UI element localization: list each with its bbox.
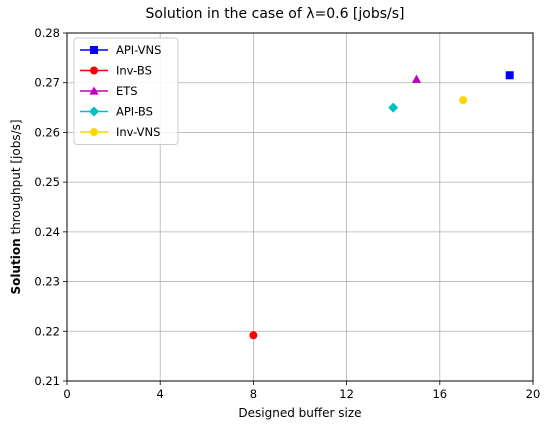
y-tick-label: 0.22 bbox=[34, 324, 60, 338]
plot-area bbox=[66, 32, 534, 382]
legend-marker-inv-bs bbox=[90, 66, 98, 75]
legend-marker-api-bs bbox=[89, 106, 99, 117]
x-tick-label: 8 bbox=[250, 387, 257, 401]
y-tick-label: 0.28 bbox=[34, 26, 60, 40]
legend-marker-ets bbox=[89, 86, 99, 95]
legend-label-api-bs: API-BS bbox=[116, 105, 153, 119]
axis-ticks: 0 4 8 12 16 20 0.21 0.22 0.23 0.24 0.25 0.26 0.27 0.2… bbox=[34, 26, 540, 401]
legend: API-VNS Inv-BS ETS API-BS Inv-VNS bbox=[73, 37, 179, 145]
y-axis-label-bold: Solution bbox=[9, 238, 23, 294]
y-axis-label: Solution throughput [jobs/s] bbox=[9, 119, 23, 294]
x-tick-label: 12 bbox=[339, 387, 354, 401]
y-tick-label: 0.23 bbox=[34, 275, 60, 289]
y-axis-label-rest: throughput [jobs/s] bbox=[9, 119, 23, 238]
y-tick-label: 0.24 bbox=[34, 225, 60, 239]
legend-box bbox=[73, 37, 179, 145]
x-tick-label: 20 bbox=[526, 387, 541, 401]
legend-label-ets: ETS bbox=[116, 84, 138, 98]
legend-marker-api-vns bbox=[90, 46, 98, 54]
chart-title: Solution in the case of λ=0.6 [jobs/s] bbox=[145, 6, 405, 22]
data-points bbox=[249, 71, 514, 340]
point-ets bbox=[411, 74, 422, 83]
y-tick-label: 0.21 bbox=[34, 374, 60, 388]
legend-label-inv-bs: Inv-BS bbox=[116, 64, 152, 78]
x-tick-label: 0 bbox=[63, 387, 70, 401]
legend-label-api-vns: API-VNS bbox=[116, 43, 161, 57]
point-api-bs bbox=[388, 102, 399, 113]
y-tick-label: 0.27 bbox=[34, 76, 60, 90]
point-inv-vns bbox=[459, 96, 468, 105]
x-tick-label: 16 bbox=[432, 387, 447, 401]
legend-marker-inv-vns bbox=[90, 128, 98, 136]
x-tick-label: 4 bbox=[157, 387, 164, 401]
y-tick-label: 0.25 bbox=[34, 175, 60, 189]
point-api-vns bbox=[505, 71, 514, 80]
point-inv-bs bbox=[249, 331, 258, 340]
y-tick-label: 0.26 bbox=[34, 125, 60, 139]
legend-label-inv-vns: Inv-VNS bbox=[116, 125, 160, 139]
x-axis-label: Designed buffer size bbox=[238, 406, 361, 420]
